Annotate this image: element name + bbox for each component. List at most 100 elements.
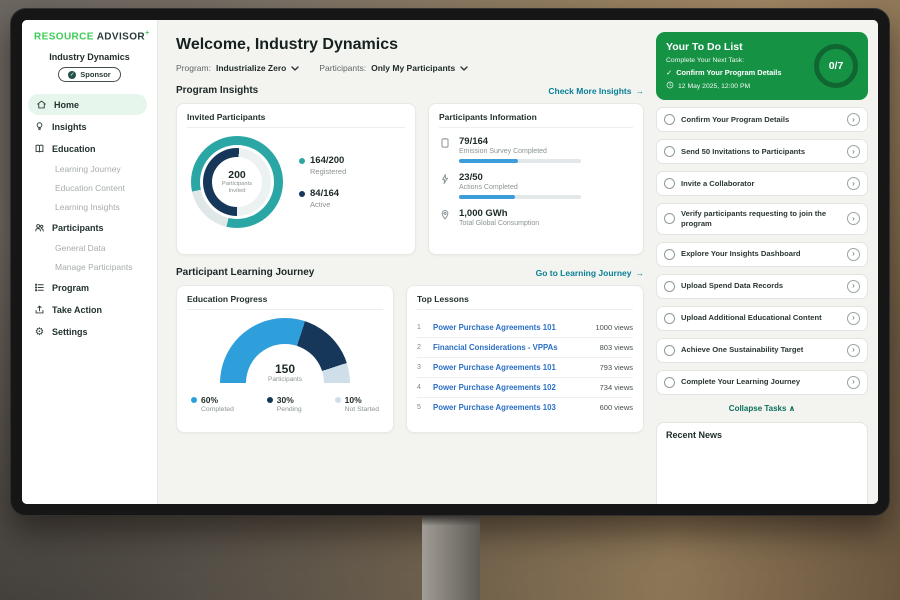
home-icon (36, 99, 47, 110)
go-to-learning-journey-link[interactable]: Go to Learning Journey → (535, 267, 645, 278)
lesson-link[interactable]: Power Purchase Agreements 102 (433, 383, 556, 392)
task-checkbox[interactable] (664, 248, 675, 260)
lesson-link[interactable]: Financial Considerations - VPPAs (433, 343, 558, 352)
monitor-stand (422, 516, 480, 600)
task-checkbox[interactable] (664, 344, 675, 356)
task-checkbox[interactable] (664, 213, 675, 225)
completed-dot (191, 397, 197, 403)
participants-filter[interactable]: Participants: Only My Participants (319, 63, 468, 73)
logo-primary: RESOURCE (34, 31, 94, 43)
task-checkbox[interactable] (664, 280, 675, 292)
clock-icon (666, 81, 674, 91)
sidebar-item-education[interactable]: Education (22, 138, 157, 159)
check-more-insights-link[interactable]: Check More Insights → (548, 85, 645, 96)
lesson-link[interactable]: Power Purchase Agreements 101 (433, 323, 556, 332)
gauge-center-label: Participants (268, 376, 302, 383)
arrow-right-icon: → (635, 267, 645, 278)
lesson-row: 5 Power Purchase Agreements 103 600 view… (417, 403, 633, 412)
lesson-row: 1 Power Purchase Agreements 101 1000 vie… (417, 318, 633, 338)
chevron-down-icon (291, 63, 300, 73)
task-send-invitations[interactable]: Send 50 Invitations to Participants › (656, 139, 868, 164)
gauge-center-value: 150 (274, 362, 296, 376)
recent-news-panel: Recent News (656, 421, 868, 504)
pending-dot (266, 397, 273, 403)
chevron-right-icon[interactable]: › (847, 343, 860, 357)
sponsor-badge[interactable]: ✓ Sponsor (58, 67, 121, 83)
task-invite-collaborator[interactable]: Invite a Collaborator › (656, 171, 868, 196)
task-verify-participants[interactable]: Verify participants requesting to join t… (656, 203, 868, 235)
chevron-right-icon[interactable]: › (847, 212, 860, 226)
lesson-link[interactable]: Power Purchase Agreements 101 (433, 363, 556, 372)
program-filter-value: Industrialize Zero (215, 63, 287, 73)
task-upload-educational-content[interactable]: Upload Additional Educational Content › (656, 305, 868, 331)
org-name: Industry Dynamics (49, 52, 130, 63)
lesson-link[interactable]: Power Purchase Agreements 103 (433, 403, 556, 412)
sidebar-item-participants[interactable]: Participants (22, 217, 157, 238)
sidebar-item-learning-insights[interactable]: Learning Insights (55, 202, 120, 213)
chevron-up-icon: ∧ (788, 403, 796, 413)
sidebar-item-home[interactable]: Home (28, 94, 147, 116)
chevron-right-icon[interactable]: › (847, 145, 860, 158)
sidebar-item-settings[interactable]: ⚙ Settings (34, 325, 88, 338)
donut-center-label: Participants Invited (221, 181, 253, 194)
sidebar: RESOURCE ADVISOR+ Industry Dynamics ✓ Sp… (22, 20, 158, 504)
task-upload-spend-data[interactable]: Upload Spend Data Records › (656, 273, 868, 299)
center-column: Welcome, Industry Dynamics Program: Indu… (176, 32, 644, 504)
sidebar-item-manage-participants[interactable]: Manage Participants (55, 262, 133, 273)
sponsor-label: Sponsor (80, 70, 111, 80)
sidebar-item-general-data[interactable]: General Data (55, 243, 106, 254)
chevron-right-icon[interactable]: › (847, 113, 860, 126)
program-filter[interactable]: Program: Industrialize Zero (176, 63, 300, 73)
task-explore-insights[interactable]: Explore Your Insights Dashboard › (656, 241, 868, 267)
sidebar-item-learning-journey[interactable]: Learning Journey (55, 164, 121, 175)
todo-summary-card: Your To Do List Complete Your Next Task:… (656, 32, 868, 100)
participants-information-card: Participants Information 79/164 Emission… (428, 103, 644, 255)
take-action-icon (34, 304, 45, 315)
sidebar-item-insights[interactable]: Insights (22, 116, 157, 137)
task-checkbox[interactable] (664, 376, 675, 388)
not-started-dot (334, 397, 341, 403)
chevron-right-icon[interactable]: › (847, 247, 860, 261)
chevron-right-icon[interactable]: › (847, 311, 860, 325)
task-checkbox[interactable] (664, 312, 675, 324)
sponsor-icon: ✓ (68, 70, 77, 79)
recent-news-title: Recent News (666, 429, 723, 440)
top-lessons-title: Top Lessons (417, 294, 633, 310)
sidebar-item-education-content[interactable]: Education Content (55, 183, 125, 194)
participants-filter-label: Participants: (319, 63, 367, 73)
collapse-tasks-link[interactable]: Collapse Tasks ∧ (728, 403, 796, 413)
invited-participants-title: Invited Participants (187, 112, 405, 128)
task-checkbox[interactable] (664, 178, 675, 189)
program-insights-title: Program Insights (176, 85, 259, 96)
program-icon (34, 282, 45, 293)
legend-item-pending: 30% Pending (266, 395, 302, 413)
sidebar-item-program[interactable]: Program (22, 277, 157, 298)
task-complete-learning-journey[interactable]: Complete Your Learning Journey › (656, 369, 868, 395)
chevron-right-icon[interactable]: › (847, 279, 860, 293)
logo-secondary: ADVISOR (96, 31, 146, 43)
app-logo: RESOURCE ADVISOR+ (22, 30, 157, 42)
invited-participants-donut: 200 Participants Invited (191, 136, 283, 228)
task-checkbox[interactable] (664, 114, 675, 125)
task-confirm-program-details[interactable]: Confirm Your Program Details › (656, 107, 868, 132)
arrow-right-icon: → (635, 85, 645, 96)
chevron-down-icon (460, 63, 468, 73)
task-achieve-sustainability-target[interactable]: Achieve One Sustainability Target › (656, 337, 868, 363)
lesson-row: 3 Power Purchase Agreements 101 793 view… (417, 358, 633, 378)
invited-participants-card: Invited Participants 200 Participants In… (176, 103, 416, 255)
chevron-right-icon[interactable]: › (847, 177, 860, 190)
todo-due-date: 12 May 2025, 12:00 PM (666, 81, 781, 91)
page-title: Welcome, Industry Dynamics (176, 36, 398, 53)
active-dot (299, 190, 305, 197)
lesson-row: 4 Power Purchase Agreements 102 734 view… (417, 378, 633, 398)
actions-progress-bar (459, 195, 581, 199)
chevron-right-icon[interactable]: › (847, 375, 860, 389)
logo-plus: + (145, 30, 150, 37)
stat-actions-completed: 23/50 Actions Completed (439, 172, 633, 199)
task-checkbox[interactable] (664, 146, 675, 157)
sidebar-item-take-action[interactable]: Take Action (22, 299, 157, 320)
todo-column: Your To Do List Complete Your Next Task:… (656, 32, 868, 504)
todo-next-task[interactable]: ✓ Confirm Your Program Details (666, 68, 782, 77)
learning-journey-title: Participant Learning Journey (176, 267, 315, 278)
top-lessons-card: Top Lessons 1 Power Purchase Agreements … (406, 285, 644, 433)
